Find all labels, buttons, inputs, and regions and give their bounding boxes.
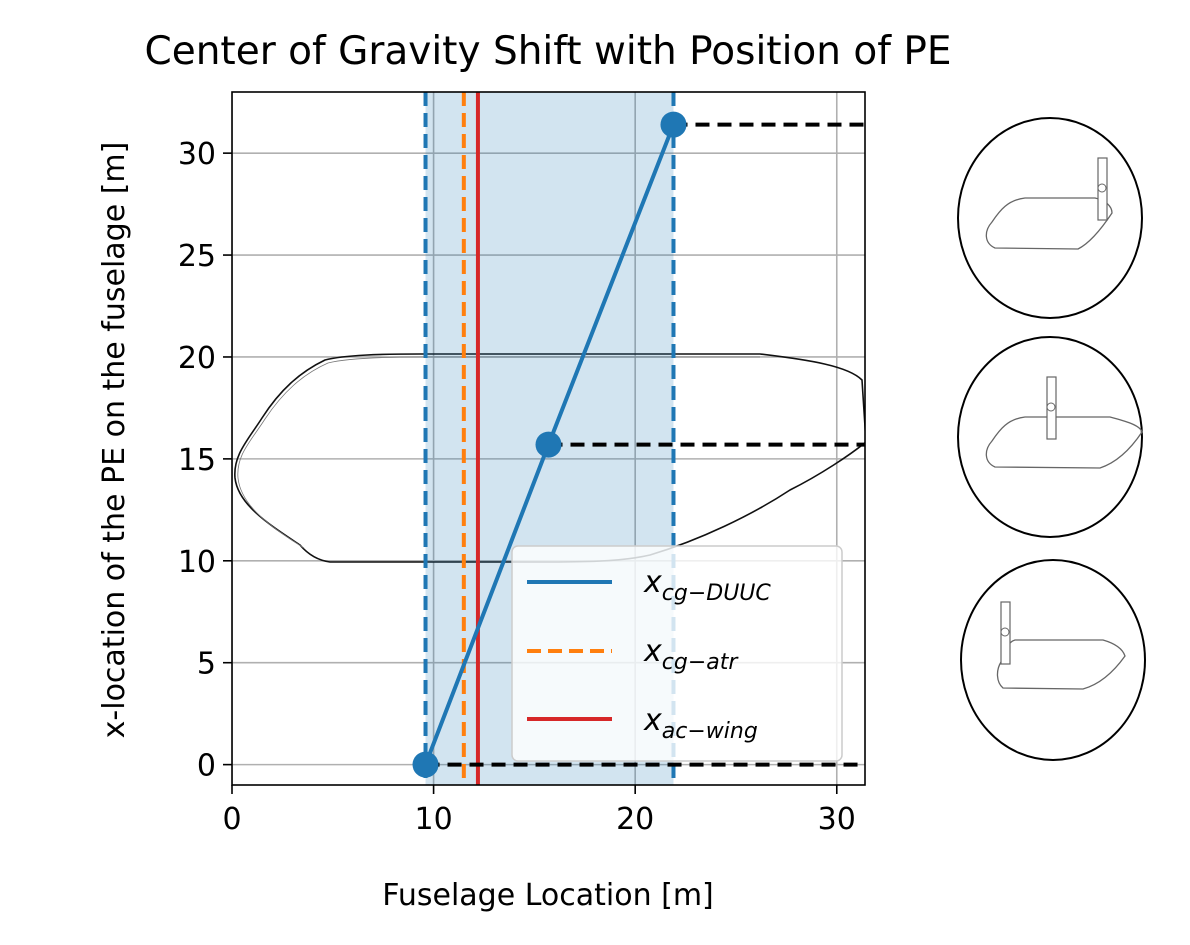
legend-label-duuc-sub: cg−DUUC: [662, 581, 772, 606]
x-tick-label-20: 20: [616, 802, 654, 837]
pe-mid-thumbnail: [957, 336, 1143, 538]
y-tick-label-30: 30: [178, 137, 216, 172]
x-axis-label: Fuselage Location [m]: [382, 878, 714, 913]
chart-title: Center of Gravity Shift with Position of…: [144, 29, 951, 74]
cg-duuc-point-2: [660, 111, 687, 138]
pe-position-lines: [425, 122, 865, 767]
y-tick-label-10: 10: [178, 545, 216, 580]
legend-label-duuc-main: x: [643, 565, 662, 600]
y-tick-label-15: 15: [178, 443, 216, 478]
cg-duuc-point-1: [535, 431, 562, 458]
legend-label-atr: xcg−atr: [643, 634, 739, 675]
pe-front-thumbnail: [960, 559, 1146, 761]
pe-aft-hub: [1097, 183, 1107, 193]
pe-front-fuselage: [996, 639, 1126, 690]
x-tick-label-0: 0: [222, 802, 241, 837]
pe-aft-fuselage: [985, 197, 1113, 250]
pe-mid-fuselage: [985, 416, 1143, 469]
fuselage-outline-shadow: [237, 356, 760, 549]
cg-duuc-point-0: [412, 751, 439, 778]
x-tick-label-30: 30: [818, 802, 856, 837]
y-axis-label: x-location of the PE on the fuselage [m]: [97, 142, 132, 739]
legend: xcg−DUUC xcg−atr xac−wing: [511, 545, 843, 762]
pe-mid-hub: [1046, 402, 1056, 412]
x-tick-label-10: 10: [414, 802, 452, 837]
pe-aft-thumbnail: [957, 117, 1143, 319]
legend-label-wing-sub: ac−wing: [662, 719, 758, 744]
legend-label-atr-sub: cg−atr: [662, 650, 740, 675]
legend-label-wing: xac−wing: [643, 703, 758, 744]
legend-label-atr-main: x: [643, 634, 662, 669]
legend-label-wing-main: x: [643, 703, 662, 738]
y-tick-label-25: 25: [178, 239, 216, 274]
y-tick-label-5: 5: [197, 647, 216, 682]
pe-front-hub: [1000, 627, 1010, 637]
legend-box: [511, 545, 843, 762]
y-tick-label-20: 20: [178, 341, 216, 376]
axes-frame: [231, 91, 866, 786]
legend-label-duuc: xcg−DUUC: [643, 565, 771, 606]
y-axis-ticks: 0 5 10 15 20 25 30: [178, 137, 232, 784]
y-tick-label-0: 0: [197, 749, 216, 784]
x-axis-ticks: 0 10 20 30: [222, 785, 856, 837]
